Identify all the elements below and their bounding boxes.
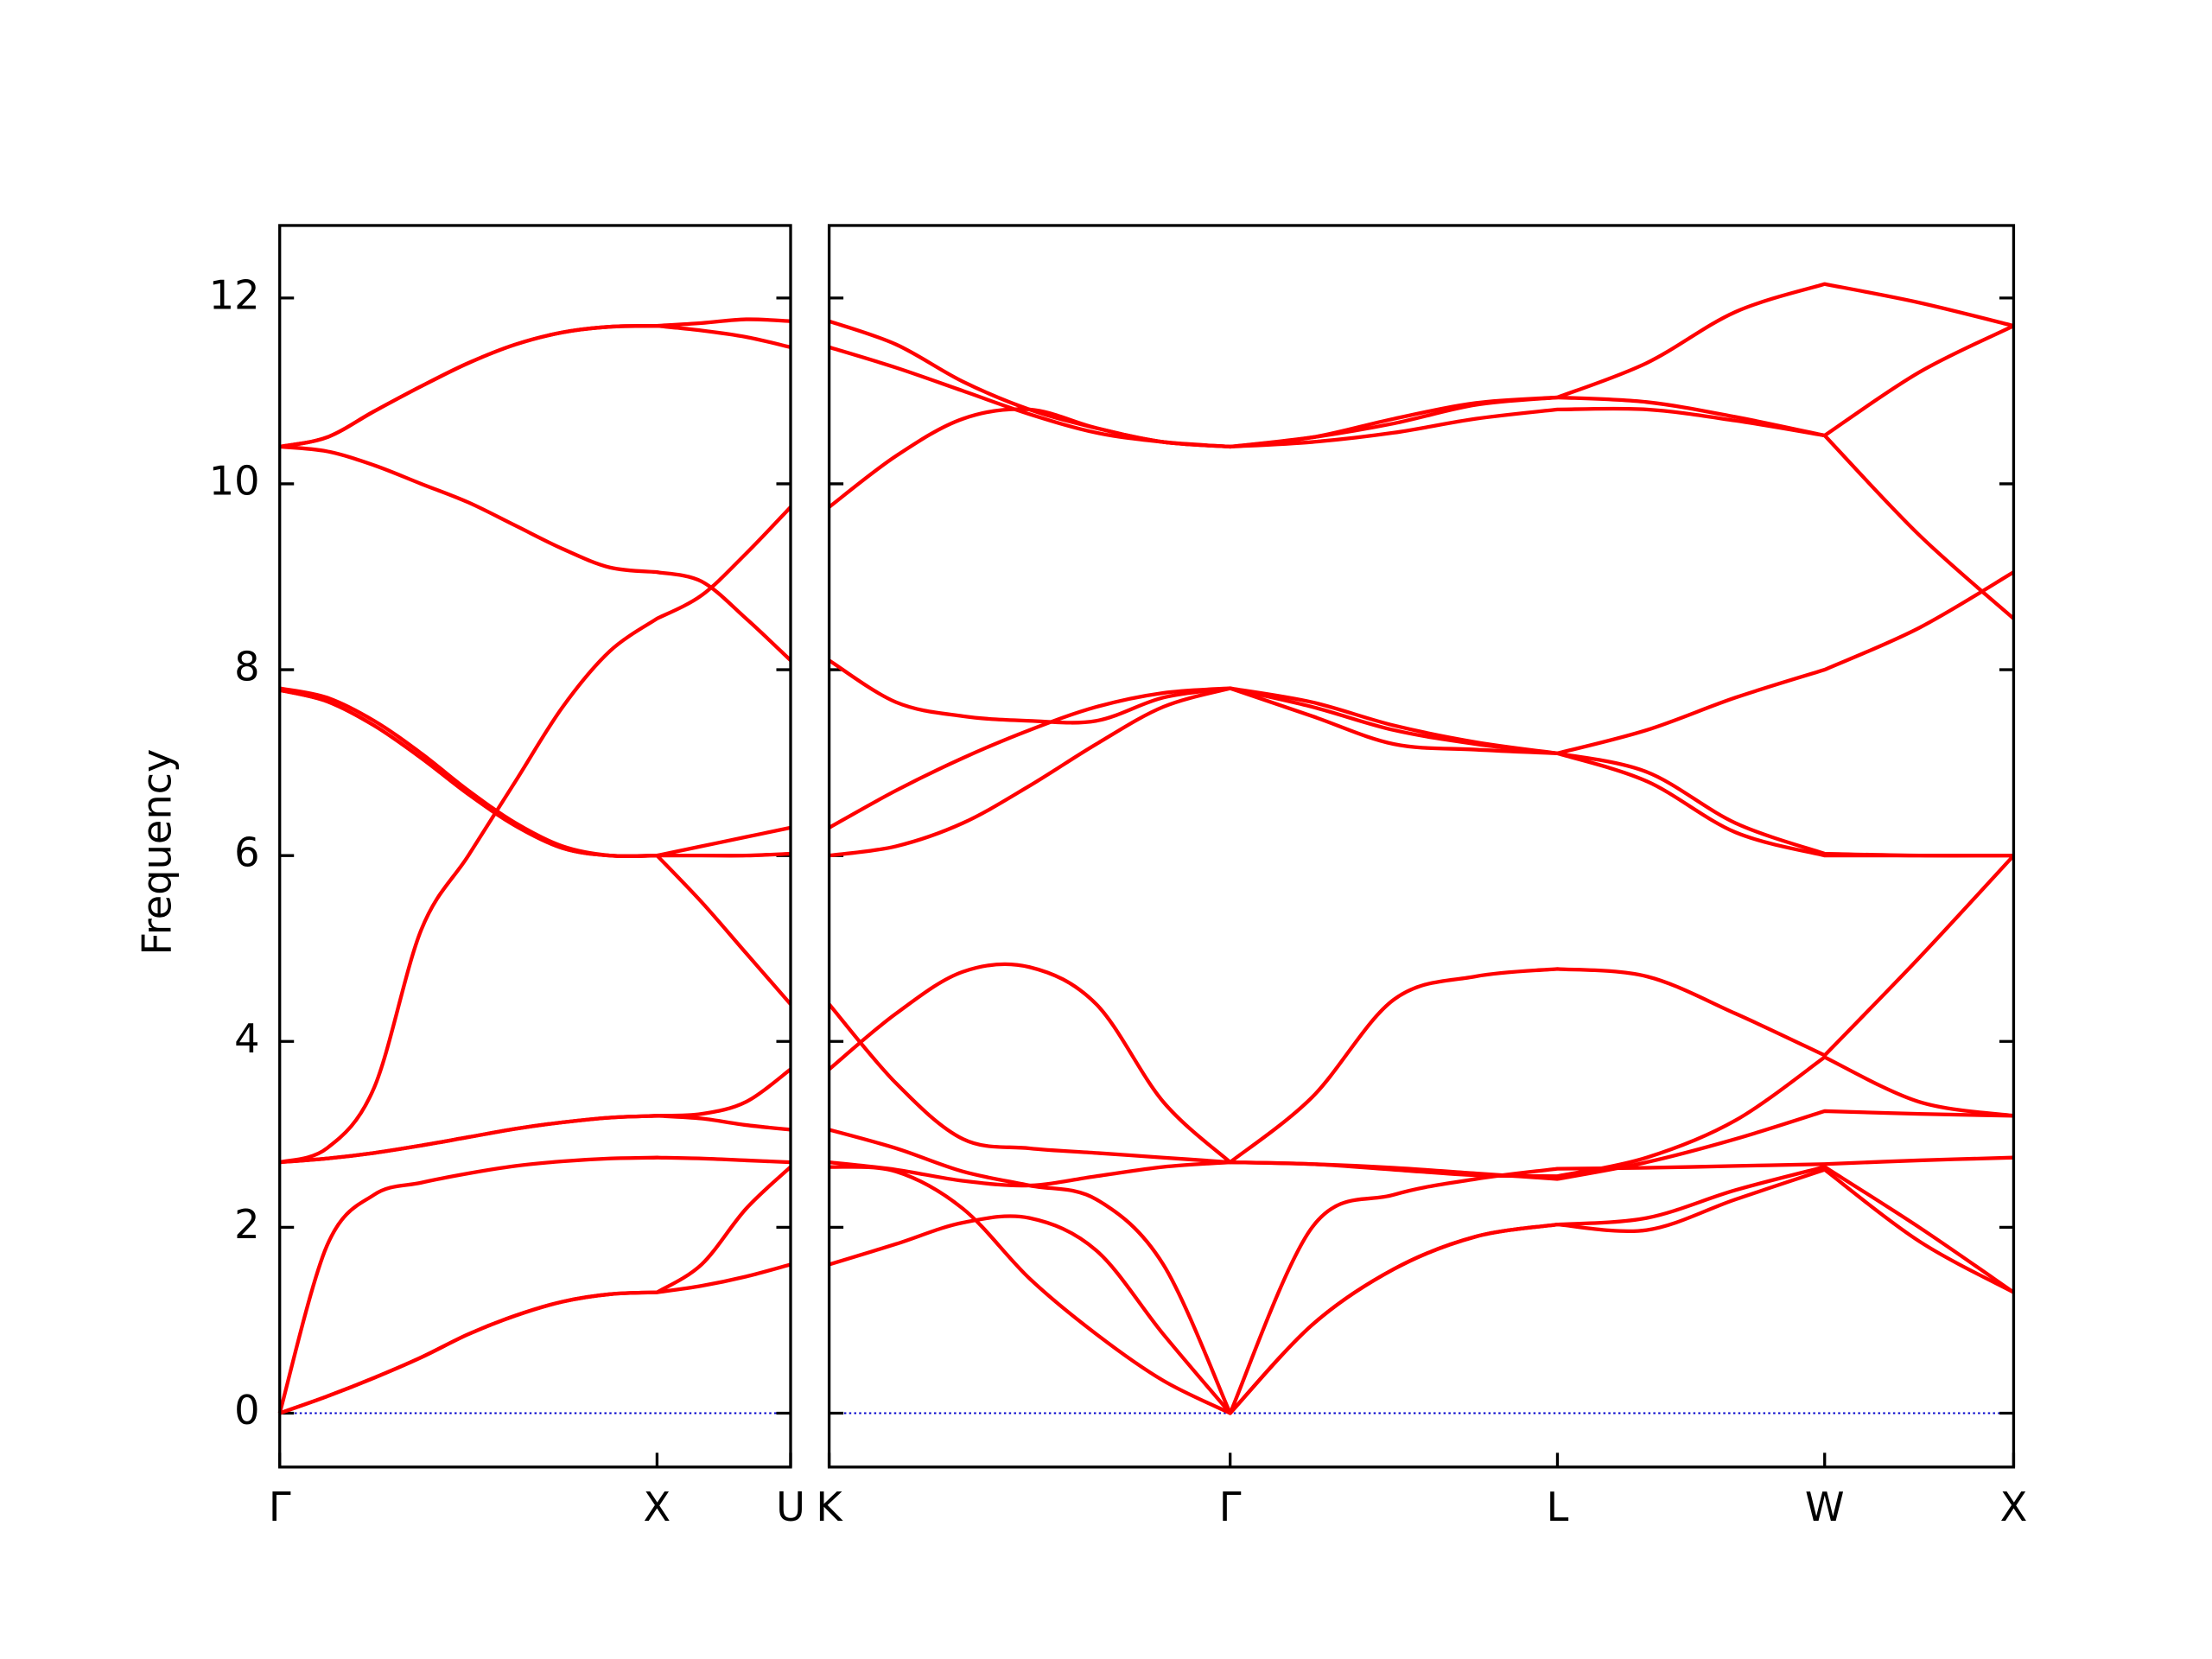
- band-line: [829, 1165, 2015, 1415]
- band-line: [277, 1155, 791, 1414]
- band-line: [279, 323, 791, 449]
- y-tick-label: 10: [209, 457, 260, 504]
- band-line: [828, 854, 2016, 1165]
- band-line: [278, 1165, 792, 1415]
- band-line: [828, 686, 2014, 858]
- y-axis-label: Frequency: [133, 749, 180, 956]
- band-line: [828, 570, 2015, 756]
- y-tick-label: 6: [234, 830, 259, 876]
- x-tick-label: U: [776, 1484, 805, 1530]
- axes-frame: [278, 224, 792, 1469]
- x-tick-label: K: [816, 1484, 843, 1530]
- x-tick-label: W: [1805, 1484, 1845, 1530]
- band-line: [828, 1167, 2015, 1415]
- band-line: [828, 406, 2015, 620]
- band-line: [279, 688, 792, 1006]
- band-line: [827, 1002, 2014, 1179]
- band-line: [278, 1262, 791, 1415]
- x-tick-label: Γ: [269, 1484, 291, 1530]
- axes-frame: [827, 224, 2016, 1469]
- band-line: [828, 282, 2014, 449]
- band-line: [829, 1109, 2014, 1188]
- y-tick-label: 4: [234, 1015, 259, 1062]
- x-tick-label: Γ: [1219, 1484, 1242, 1530]
- band-line: [279, 444, 792, 662]
- band-line: [279, 686, 791, 859]
- band-line: [279, 1114, 791, 1165]
- band-line: [279, 505, 792, 1165]
- x-tick-label: X: [2000, 1484, 2028, 1530]
- y-tick-label: 2: [234, 1201, 259, 1248]
- band-line: [829, 686, 2014, 858]
- y-tick-label: 0: [234, 1387, 259, 1433]
- y-tick-label: 12: [209, 271, 260, 318]
- band-line: [279, 1067, 792, 1165]
- band-line: [828, 324, 2015, 449]
- x-tick-label: X: [644, 1484, 671, 1530]
- x-tick-label: L: [1547, 1484, 1569, 1530]
- y-tick-label: 8: [234, 644, 259, 690]
